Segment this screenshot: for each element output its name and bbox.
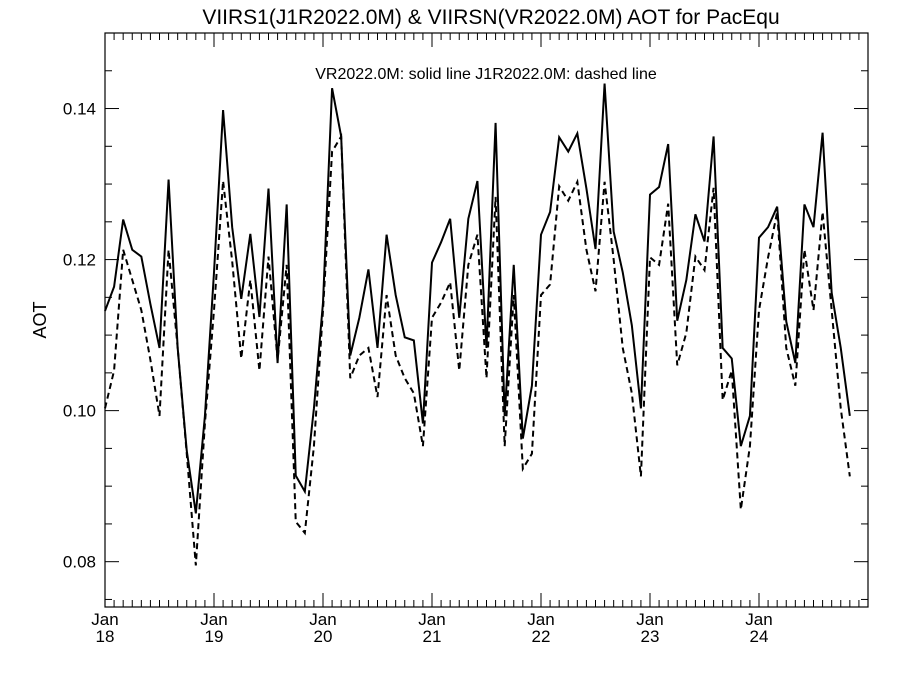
- chart-title: VIIRS1(J1R2022.0M) & VIIRSN(VR2022.0M) A…: [202, 6, 779, 29]
- y-tick-label: 0.10: [63, 402, 96, 421]
- x-tick-label-month: Jan: [418, 610, 445, 629]
- x-tick-label-year: 24: [750, 627, 769, 646]
- y-tick-label: 0.12: [63, 251, 96, 270]
- line-style-legend: VR2022.0M: solid line J1R2022.0M: dashed…: [315, 66, 657, 83]
- x-tick-label-month: Jan: [200, 610, 227, 629]
- x-tick-label-month: Jan: [636, 610, 663, 629]
- series-line-dashed: [104, 133, 851, 566]
- x-tick-label-month: Jan: [91, 610, 118, 629]
- x-tick-label-year: 19: [205, 627, 224, 646]
- plot-area: 0.080.100.120.14Jan18Jan19Jan20Jan21Jan2…: [63, 32, 869, 646]
- x-tick-label-month: Jan: [309, 610, 336, 629]
- y-axis-label: AOT: [30, 301, 50, 338]
- x-tick-label-month: Jan: [745, 610, 772, 629]
- x-tick-label-year: 22: [532, 627, 551, 646]
- y-tick-label: 0.08: [63, 553, 96, 572]
- y-tick-label: 0.14: [63, 100, 96, 119]
- series-line-solid: [104, 83, 851, 514]
- x-tick-label-year: 20: [314, 627, 333, 646]
- x-tick-label-year: 18: [96, 627, 115, 646]
- x-tick-label-year: 21: [423, 627, 442, 646]
- x-tick-label-year: 23: [641, 627, 660, 646]
- x-tick-label-month: Jan: [527, 610, 554, 629]
- plot-frame: [104, 32, 869, 608]
